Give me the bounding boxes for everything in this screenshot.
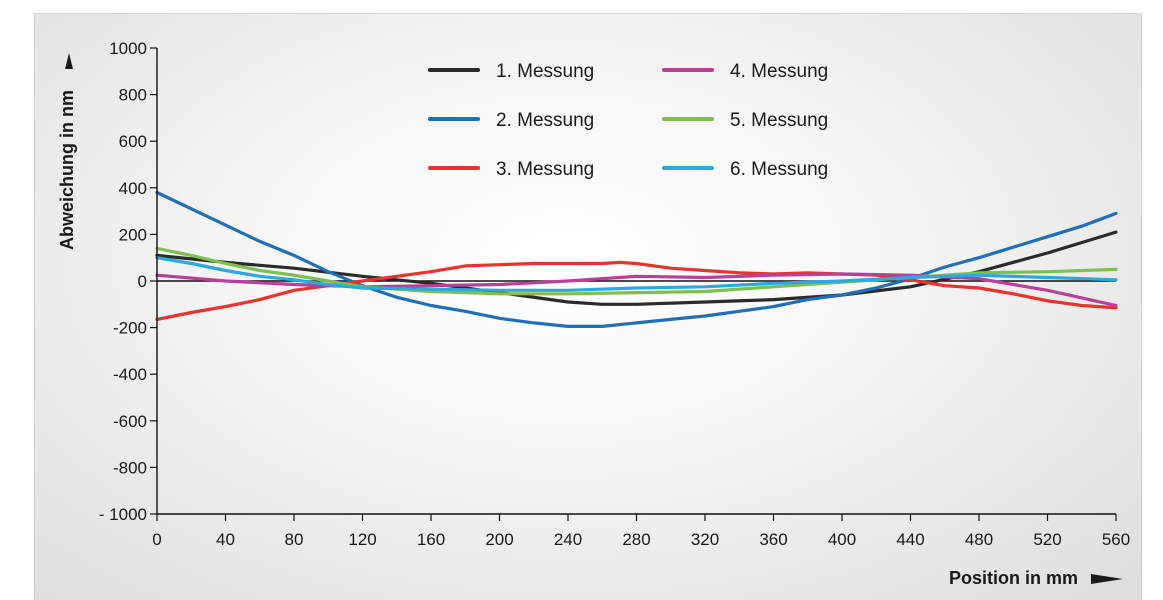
x-tick-label: 40 <box>216 530 235 549</box>
y-axis-title: Abweichung in nm <box>57 90 77 250</box>
x-tick-label: 520 <box>1033 530 1061 549</box>
x-tick-label: 400 <box>828 530 856 549</box>
series-line-3 <box>155 260 1118 321</box>
legend-label-6: 6. Messung <box>730 159 828 180</box>
y-tick-label: -400 <box>113 365 147 384</box>
ticks-layer: 1000 800 600 400 200 0 -200 -400 -600 -800 - 1000 0… <box>99 39 1130 549</box>
y-tick-label: 1000 <box>109 39 147 58</box>
y-tick-label: -800 <box>113 458 147 477</box>
y-tick-label: 600 <box>119 132 147 151</box>
y-axis-arrow-icon <box>65 53 73 69</box>
x-axis-title: Position in mm <box>949 568 1078 588</box>
series-line-6 <box>155 256 1118 292</box>
x-tick-label: 80 <box>285 530 304 549</box>
legend: 1. Messung 2. Messung 3. Messung 4. Messung… <box>428 61 828 180</box>
y-tick-label: 400 <box>119 179 147 198</box>
y-tick-label: -600 <box>113 412 147 431</box>
y-tick-label: 800 <box>119 86 147 105</box>
legend-label-4: 4. Messung <box>730 61 828 82</box>
x-tick-label: 160 <box>417 530 445 549</box>
x-tick-label: 360 <box>759 530 787 549</box>
x-tick-label: 480 <box>965 530 993 549</box>
legend-label-3: 3. Messung <box>496 159 594 180</box>
x-tick-label: 560 <box>1102 530 1130 549</box>
series-layer <box>155 190 1118 328</box>
x-tick-label: 320 <box>691 530 719 549</box>
x-tick-label: 120 <box>348 530 376 549</box>
y-tick-label: -200 <box>113 319 147 338</box>
x-tick-label: 240 <box>554 530 582 549</box>
x-tick-label: 0 <box>152 530 161 549</box>
y-tick-label: - 1000 <box>99 505 147 524</box>
x-axis-arrow-icon <box>1091 574 1123 584</box>
x-tick-label: 200 <box>485 530 513 549</box>
legend-label-1: 1. Messung <box>496 61 594 82</box>
y-tick-label: 200 <box>119 225 147 244</box>
series-line-2 <box>155 190 1118 328</box>
legend-label-2: 2. Messung <box>496 110 594 131</box>
x-tick-label: 280 <box>622 530 650 549</box>
y-tick-label: 0 <box>138 272 147 291</box>
legend-label-5: 5. Messung <box>730 110 828 131</box>
x-tick-label: 440 <box>896 530 924 549</box>
